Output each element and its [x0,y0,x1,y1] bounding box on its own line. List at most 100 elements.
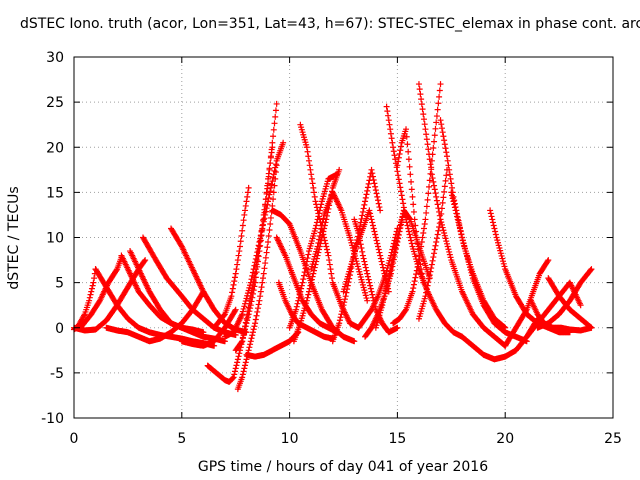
data-point [502,324,509,331]
data-point [272,113,279,120]
data-point [428,265,435,272]
data-point [425,279,432,286]
data-series [103,288,207,345]
data-point [360,255,367,262]
data-point [431,186,438,193]
data-point [449,184,456,191]
data-point [269,144,276,151]
data-point [249,332,256,339]
data-point [446,248,453,255]
data-point [395,228,402,235]
data-point [413,267,420,274]
data-point [418,239,425,246]
data-point [423,136,430,143]
data-point [372,183,379,190]
data-point [460,240,467,247]
data-point [256,239,263,246]
data-point [387,264,394,271]
data-point [305,291,312,298]
data-point [87,291,94,298]
data-point [367,213,374,220]
data-point [248,276,255,283]
data-point [450,198,457,205]
data-point [314,207,321,214]
data-point [311,264,318,271]
data-series [390,81,444,327]
data-point [200,329,207,336]
y-tick-label: 15 [46,185,64,201]
data-point [429,257,436,264]
data-point [372,231,379,238]
data-point [265,170,272,177]
data-point [317,229,324,236]
data-point [244,292,251,299]
data-point [446,251,453,258]
data-point [392,241,399,248]
data-point [254,263,261,270]
data-point [431,246,438,253]
data-point [488,213,495,220]
data-point [242,323,249,330]
data-point [386,271,393,278]
data-point [459,234,466,241]
data-point [336,166,343,173]
data-point [438,125,445,132]
data-point [445,246,452,253]
data-series [232,144,276,354]
data-point [405,156,412,163]
data-series [383,103,466,340]
data-point [396,225,403,232]
data-point [454,213,461,220]
data-point [260,270,267,277]
data-point [449,195,456,202]
data-series [168,225,250,336]
data-point [445,162,452,169]
data-point [410,201,417,208]
data-point [387,268,394,275]
data-point [313,201,320,208]
data-series [234,162,280,393]
data-point [367,285,374,292]
data-series [211,184,252,331]
data-point [362,198,369,205]
data-point [410,208,417,215]
data-point [383,103,390,110]
data-point [363,295,370,302]
data-point [417,91,424,98]
data-point [447,175,454,182]
data-point [265,239,272,246]
data-point [247,282,254,289]
data-point [298,285,305,292]
data-point [252,316,259,323]
data-point [405,148,412,155]
data-point [263,205,270,212]
data-point [404,141,411,148]
data-point [300,272,307,279]
data-point [409,288,416,295]
data-point [266,226,273,233]
data-point [357,273,364,280]
data-point [388,261,395,268]
data-point [359,252,366,259]
data-point [232,365,239,372]
data-point [438,121,445,128]
data-point [444,157,451,164]
data-point [394,168,401,175]
data-point [398,192,405,199]
data-point [402,307,409,314]
data-point [385,278,392,285]
data-point [408,178,415,185]
y-tick-label: -5 [50,366,64,382]
data-point [256,297,263,304]
data-point [370,176,377,183]
y-tick-label: 10 [46,231,64,247]
data-point [382,290,389,297]
data-point [381,293,388,300]
data-series [545,275,595,331]
data-point [544,258,551,265]
data-point [448,180,455,187]
data-point [454,216,461,223]
data-point [240,368,247,375]
data-point [318,201,325,208]
y-tick-label: 20 [46,140,64,156]
